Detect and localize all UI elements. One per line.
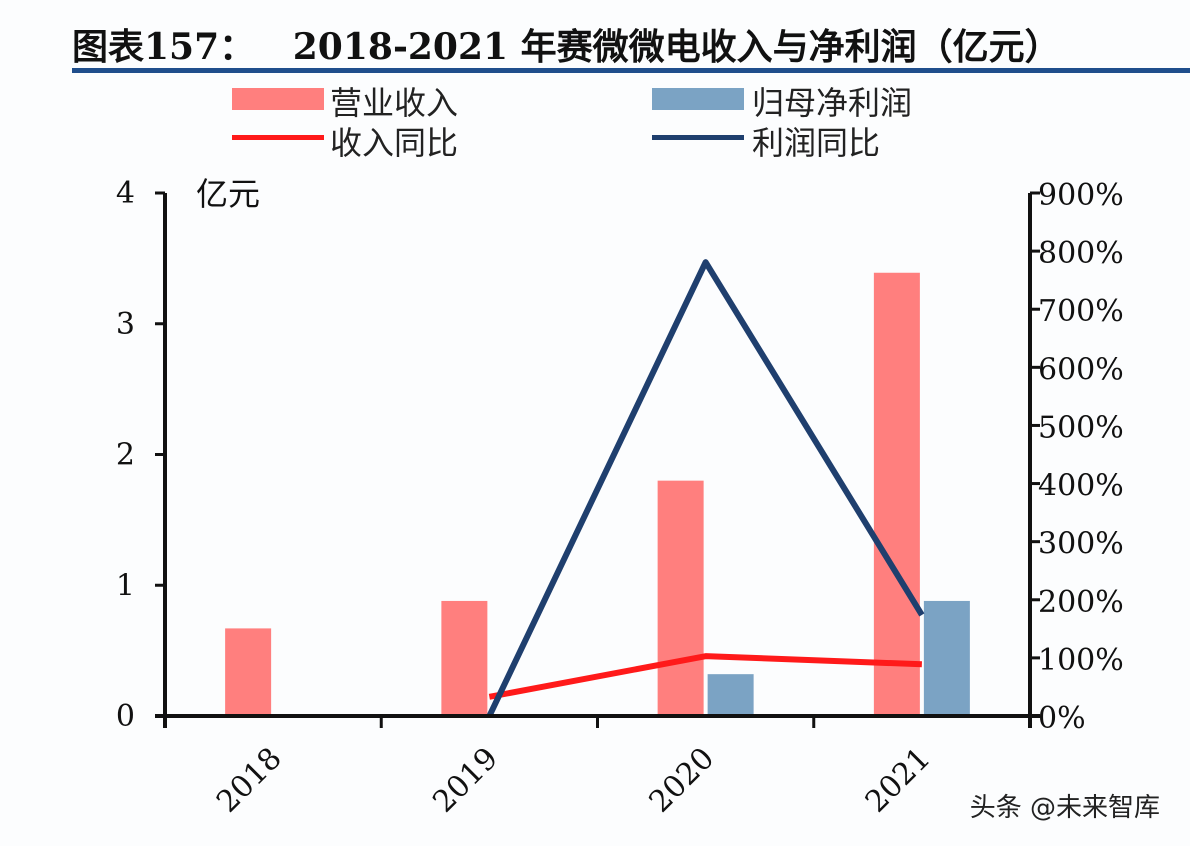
right-tick-label: 900%	[1038, 178, 1124, 213]
x-tick-label: 2020	[643, 741, 722, 820]
right-tick-label: 400%	[1038, 469, 1124, 504]
left-tick-label: 1	[116, 568, 135, 603]
x-tick-label: 2018	[210, 741, 289, 820]
left-tick-label: 4	[116, 176, 135, 211]
watermark: 头条 @未来智库	[969, 793, 1160, 823]
right-tick-label: 300%	[1038, 527, 1124, 562]
right-tick-label: 800%	[1038, 236, 1124, 271]
bar-2018-0	[225, 628, 272, 716]
legend-label-revenue-yoy: 收入同比	[330, 124, 459, 162]
title-rule	[72, 68, 1190, 73]
bar-2021-0	[873, 272, 920, 716]
x-tick-label: 2021	[859, 741, 938, 820]
legend-label-profit-yoy: 利润同比	[752, 124, 881, 162]
line-series-2	[488, 653, 922, 700]
legend-swatch-profit	[652, 88, 744, 110]
right-tick-label: 200%	[1038, 585, 1124, 620]
legend-swatch-profit-yoy	[652, 135, 744, 140]
bar-2021-1	[923, 600, 970, 716]
left-tick-label: 0	[116, 699, 135, 734]
legend-swatch-revenue	[232, 88, 324, 110]
left-tick-label: 2	[116, 438, 135, 473]
right-tick-label: 0%	[1038, 701, 1086, 736]
legend-swatch-revenue-yoy	[232, 135, 324, 140]
legend-label-profit: 归母净利润	[752, 84, 913, 122]
bar-2020-1	[707, 674, 754, 716]
right-tick-label: 500%	[1038, 410, 1124, 445]
chart-title: 图表157： 2018-2021 年赛微微电收入与净利润（亿元）	[72, 26, 1061, 68]
right-tick-label: 700%	[1038, 294, 1124, 329]
right-tick-label: 100%	[1038, 643, 1124, 678]
legend-label-revenue: 营业收入	[330, 84, 459, 122]
line-series-3	[486, 259, 925, 718]
x-tick-label: 2019	[426, 741, 505, 820]
right-tick-label: 600%	[1038, 352, 1124, 387]
bar-2019-0	[441, 600, 488, 716]
left-axis-unit: 亿元	[196, 175, 260, 213]
bar-2020-0	[657, 480, 704, 716]
left-tick-label: 3	[116, 307, 135, 342]
